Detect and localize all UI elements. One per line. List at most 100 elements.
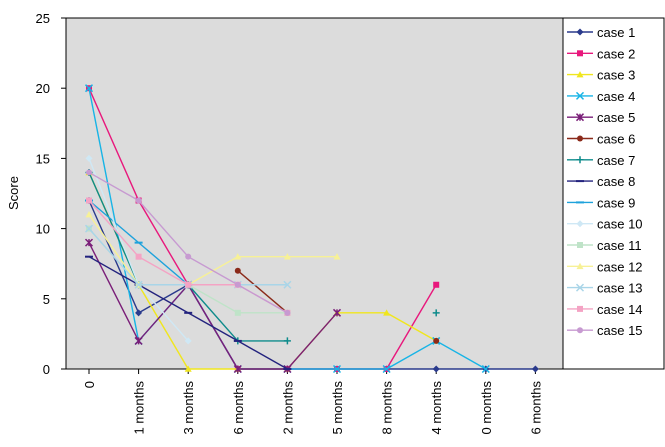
legend-label: case 2 — [597, 46, 635, 61]
x-tick-label: 0 — [82, 381, 97, 388]
data-point — [234, 281, 241, 288]
legend-item: case 12 — [567, 259, 643, 274]
legend-label: case 14 — [597, 302, 643, 317]
data-point — [185, 253, 192, 260]
data-point — [481, 364, 490, 374]
data-point — [383, 309, 391, 316]
data-point — [85, 255, 93, 258]
y-tick-label: 5 — [43, 292, 50, 307]
plot-area — [65, 17, 564, 370]
data-point — [135, 253, 142, 260]
data-point — [433, 281, 440, 288]
data-point — [184, 311, 193, 314]
legend-swatch-marker — [577, 50, 583, 57]
legend-item: case 11 — [567, 238, 642, 253]
legend-label: case 5 — [597, 110, 635, 125]
y-tick-label: 25 — [36, 11, 50, 26]
y-tick-label: 20 — [36, 81, 50, 96]
legend-item: case 15 — [567, 323, 643, 338]
data-point — [333, 253, 341, 260]
legend-swatch-marker — [576, 220, 584, 228]
data-point — [382, 364, 391, 374]
legend-swatch-marker — [577, 327, 583, 334]
legend-swatch-marker — [576, 28, 584, 36]
data-point — [234, 253, 242, 260]
legend-swatch-marker — [575, 113, 585, 122]
data-point — [86, 169, 92, 176]
data-point — [184, 365, 192, 372]
legend-label: case 4 — [597, 89, 635, 104]
data-point — [84, 224, 94, 233]
legend-swatch-marker — [576, 180, 584, 183]
legend-label: case 12 — [597, 259, 643, 274]
data-point — [234, 309, 241, 316]
data-point — [84, 238, 94, 247]
data-point — [85, 211, 93, 218]
data-point — [134, 280, 143, 289]
legend-item: case 5 — [567, 110, 635, 125]
legend-label: case 15 — [597, 323, 643, 338]
legend-item: case 14 — [567, 302, 643, 317]
x-tick-label: 0 months — [479, 381, 494, 435]
data-point — [86, 197, 92, 204]
legend-item: case 10 — [567, 217, 643, 232]
x-tick-label: 5 months — [330, 381, 345, 435]
legend-swatch-marker — [576, 71, 584, 78]
x-tick-label: 6 months — [231, 381, 246, 435]
legend-item: case 2 — [567, 46, 635, 61]
legend-swatch-marker — [577, 305, 583, 312]
data-point — [234, 267, 241, 274]
legend-label: case 6 — [597, 132, 635, 147]
legend: case 1 case 2 case 3 case 4 case 5 case 6 case… — [562, 17, 665, 370]
x-tick-label: 8 months — [380, 381, 395, 435]
data-point — [84, 84, 94, 93]
data-point — [85, 154, 93, 162]
data-point — [332, 364, 342, 374]
legend-swatch-marker — [576, 201, 584, 204]
legend-label: case 9 — [597, 195, 635, 210]
data-point — [134, 241, 143, 244]
legend-label: case 13 — [597, 281, 643, 296]
legend-label: case 7 — [597, 153, 635, 168]
legend-item: case 13 — [567, 281, 643, 296]
x-tick-label: 6 months — [528, 381, 543, 435]
legend-item: case 6 — [567, 132, 635, 147]
data-point — [184, 337, 192, 345]
x-tick-label: 3 months — [181, 381, 196, 435]
legend-swatch-marker — [575, 283, 585, 292]
y-tick-label: 10 — [36, 222, 50, 237]
legend-label: case 1 — [597, 25, 635, 40]
series-case-15 — [86, 169, 291, 316]
legend-label: case 3 — [597, 68, 635, 83]
legend-item: case 8 — [567, 174, 635, 189]
x-tick-label: 1 months — [132, 381, 147, 435]
data-point — [332, 308, 342, 317]
y-tick-label: 0 — [43, 362, 50, 377]
legend-label: case 11 — [597, 238, 642, 253]
data-point — [185, 281, 192, 288]
series-layer — [84, 84, 539, 374]
legend-swatch-marker — [577, 135, 583, 142]
legend-item: case 4 — [567, 89, 635, 104]
data-point — [233, 339, 242, 342]
data-point — [432, 365, 440, 373]
legend-item: case 7 — [567, 153, 635, 168]
y-tick-label: 15 — [36, 151, 50, 166]
legend-swatch-marker — [577, 242, 583, 248]
data-point — [233, 364, 242, 374]
legend-item: case 3 — [567, 68, 635, 83]
series-line — [237, 270, 288, 314]
legend-item: case 9 — [567, 195, 635, 210]
legend-label: case 10 — [597, 217, 643, 232]
data-point — [283, 253, 291, 260]
data-point — [531, 365, 539, 373]
y-axis-title: Score — [6, 176, 21, 210]
legend-swatch-marker — [576, 262, 584, 270]
data-point — [135, 197, 142, 204]
legend-swatch-marker — [575, 91, 585, 100]
data-point — [134, 336, 143, 345]
x-axis: 0 1 months 3 months 6 months 2 months 5 month… — [82, 369, 543, 434]
data-point — [283, 337, 291, 345]
y-axis: 0 5 10 15 20 25 — [36, 11, 66, 377]
